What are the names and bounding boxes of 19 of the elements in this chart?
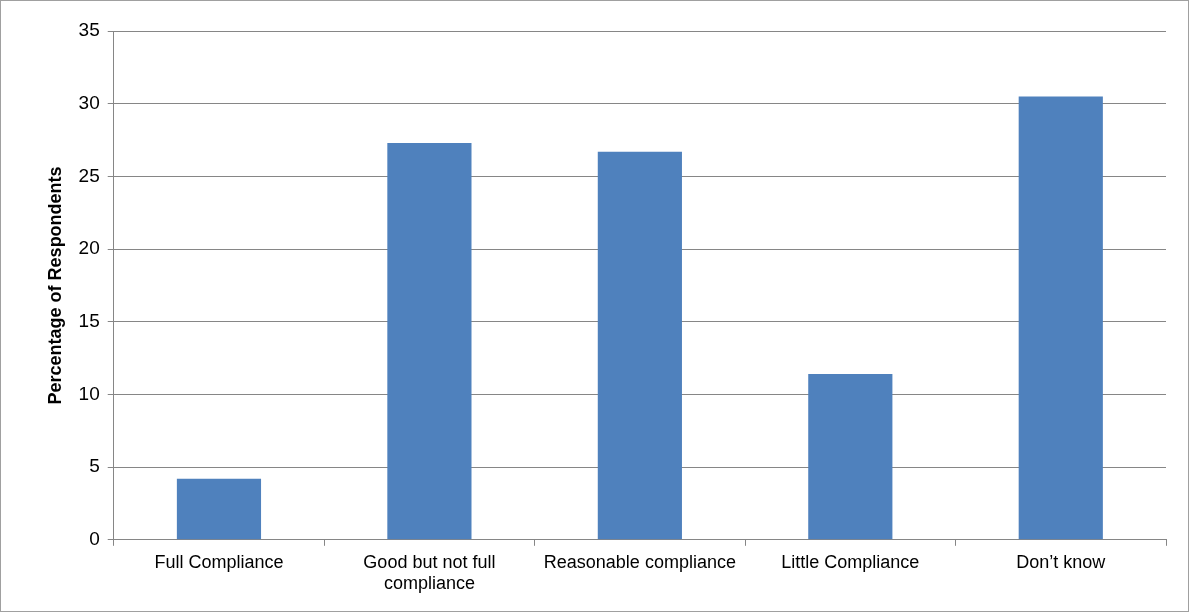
y-tick-label: 5 <box>89 455 100 477</box>
y-axis-title: Percentage of Respondents <box>44 166 65 405</box>
bar <box>1018 96 1103 540</box>
y-tick-label: 0 <box>89 528 100 550</box>
y-tick-label: 30 <box>78 91 100 113</box>
x-tick-label: Good but not full compliance <box>363 551 496 594</box>
x-tick-label: Full Compliance <box>154 551 284 572</box>
x-tick-label: Reasonable compliance <box>543 551 736 572</box>
y-tick-label: 10 <box>78 382 100 404</box>
bar <box>387 142 472 540</box>
bar <box>808 374 893 540</box>
bar <box>597 151 682 540</box>
y-tick-label: 25 <box>78 164 100 186</box>
y-tick-label: 15 <box>78 309 100 331</box>
y-tick-label: 20 <box>78 237 100 259</box>
x-tick-label: Don’t know <box>1016 551 1107 572</box>
bar <box>176 478 262 540</box>
y-tick-label: 35 <box>78 19 100 41</box>
x-tick-label: Little Compliance <box>781 551 920 572</box>
